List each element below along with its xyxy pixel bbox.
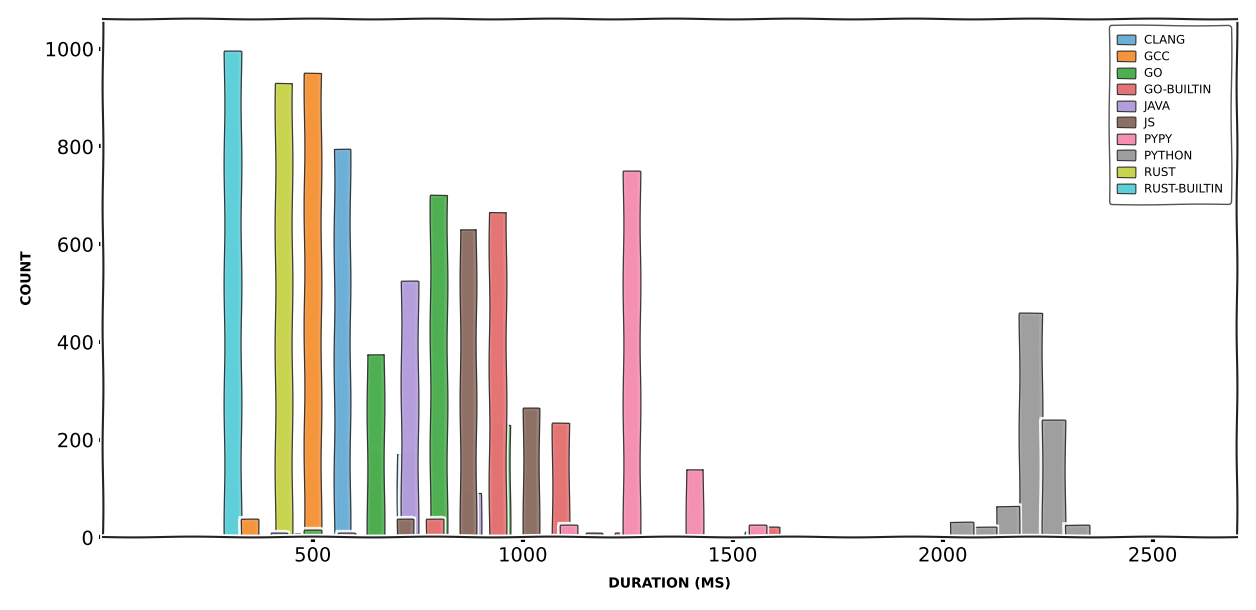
- Bar: [431, 195, 447, 537]
- Bar: [338, 534, 354, 537]
- Bar: [397, 454, 413, 537]
- Bar: [334, 149, 350, 537]
- Bar: [304, 530, 322, 537]
- Bar: [426, 519, 443, 537]
- Bar: [1019, 313, 1042, 537]
- Bar: [950, 522, 973, 537]
- Bar: [745, 531, 762, 537]
- Bar: [494, 425, 510, 537]
- Bar: [463, 493, 481, 537]
- Bar: [288, 534, 304, 537]
- Bar: [687, 469, 703, 537]
- Bar: [1065, 525, 1089, 537]
- Bar: [225, 51, 241, 537]
- Bar: [1042, 420, 1065, 537]
- X-axis label: DURATION (MS): DURATION (MS): [608, 576, 731, 590]
- Bar: [367, 354, 384, 537]
- Bar: [615, 533, 632, 537]
- Bar: [585, 533, 603, 537]
- Bar: [304, 73, 322, 537]
- Bar: [556, 529, 573, 537]
- Bar: [996, 506, 1019, 537]
- Bar: [762, 526, 779, 537]
- Bar: [522, 408, 539, 537]
- Bar: [553, 423, 569, 537]
- Bar: [241, 519, 257, 537]
- Bar: [338, 533, 354, 537]
- Bar: [560, 525, 578, 537]
- Bar: [401, 281, 418, 537]
- Legend: CLANG, GCC, GO, GO-BUILTIN, JAVA, JS, PYPY, PYTHON, RUST, RUST-BUILTIN: CLANG, GCC, GO, GO-BUILTIN, JAVA, JS, PY…: [1109, 26, 1231, 204]
- Y-axis label: COUNT: COUNT: [19, 251, 34, 306]
- Bar: [275, 83, 291, 537]
- Bar: [367, 454, 384, 537]
- Bar: [460, 229, 476, 537]
- Bar: [397, 519, 413, 537]
- Bar: [750, 525, 766, 537]
- Bar: [271, 533, 288, 537]
- Bar: [623, 171, 641, 537]
- Bar: [973, 526, 996, 537]
- Bar: [489, 212, 506, 537]
